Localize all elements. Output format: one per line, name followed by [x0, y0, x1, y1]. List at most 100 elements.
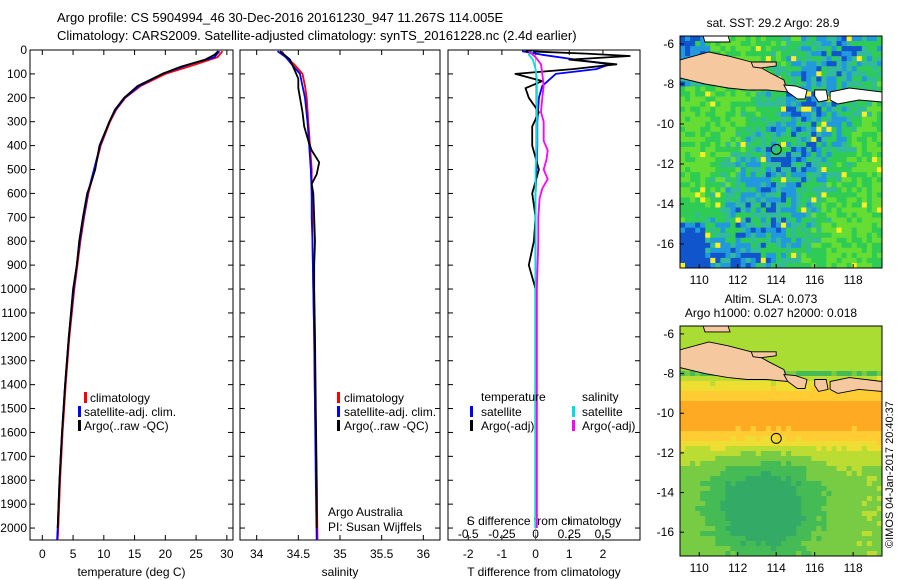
map-cell [750, 121, 757, 128]
map-cell [745, 227, 752, 234]
map-cell [765, 51, 772, 57]
map-cell [695, 257, 701, 264]
map-cell [695, 331, 701, 337]
map-cell [755, 247, 762, 254]
map-cell [856, 451, 863, 457]
map-cell [720, 536, 726, 542]
map-cell [735, 456, 742, 462]
map-cell [846, 326, 853, 332]
map-cell [831, 126, 838, 133]
map-cell [725, 416, 731, 422]
map-cell [770, 71, 777, 77]
map-cell [856, 111, 863, 118]
map-cell [680, 381, 686, 387]
map-cell [791, 386, 797, 392]
map-cell [861, 356, 868, 362]
map-cell [846, 401, 853, 407]
map-cell [775, 381, 782, 387]
map-cell [861, 426, 868, 432]
temperature-legend: climatology satellite-adj. clim. Argo(..… [78, 391, 176, 433]
map-cell [740, 106, 747, 113]
map-cell [725, 461, 731, 467]
map-cell [786, 232, 792, 239]
map-cell [715, 252, 721, 259]
map-cell [786, 217, 792, 224]
map-cell [846, 237, 853, 244]
map-cell [705, 541, 711, 547]
map-cell [841, 451, 848, 457]
map-cell [846, 371, 853, 377]
map-cell [811, 441, 817, 447]
map-cell [760, 242, 767, 249]
map-cell [705, 401, 711, 407]
map-cell [745, 436, 752, 442]
map-cell [816, 501, 822, 507]
map-cell [866, 411, 873, 417]
map-cell [755, 257, 762, 264]
legend-label-t-argo: Argo(-adj) [481, 419, 534, 433]
map-cell [851, 431, 858, 437]
map-cell [775, 242, 782, 249]
map-cell [775, 207, 782, 214]
map-cell [811, 546, 817, 552]
map-cell [871, 192, 878, 198]
map-cell [831, 61, 838, 67]
map-cell [861, 182, 868, 188]
map-cell [876, 172, 882, 178]
map-cell [750, 252, 757, 259]
map-cell [851, 506, 858, 512]
map-cell [705, 232, 711, 239]
map-cell [786, 516, 792, 522]
map-cell [811, 411, 817, 417]
map-cell [680, 202, 686, 208]
map-cell [735, 466, 742, 472]
series-line-argo-raw-qc- [279, 50, 321, 528]
map-cell [760, 446, 767, 452]
map-cell [806, 536, 812, 542]
map-cell [720, 212, 726, 219]
map-cell [760, 486, 767, 492]
map-cell [690, 212, 696, 219]
map-cell [781, 516, 787, 522]
map-cell [715, 217, 721, 224]
map-cell [866, 202, 873, 208]
map-cell [791, 157, 797, 163]
map-cell [720, 51, 726, 57]
map-cell [796, 536, 802, 542]
map-cell [861, 197, 868, 203]
map-cell [720, 496, 726, 502]
map-cell [871, 446, 878, 452]
map-cell [770, 531, 777, 537]
map-cell [821, 426, 827, 432]
map-cell [796, 56, 802, 62]
map-cell [775, 136, 782, 143]
map-cell [836, 81, 843, 87]
map-cell [846, 466, 853, 472]
map-cell [690, 546, 696, 552]
map-cell [685, 436, 691, 442]
map-cell [680, 146, 686, 153]
map-cell [710, 46, 716, 52]
map-cell [700, 446, 706, 452]
map-cell [786, 51, 792, 57]
map-cell [811, 126, 817, 133]
map-cell [821, 536, 827, 542]
map-cell [826, 222, 832, 229]
map-cell [831, 152, 838, 158]
map-cell [680, 386, 686, 392]
map-cell [811, 56, 817, 62]
map-cell [861, 152, 868, 158]
map-cell [801, 136, 807, 143]
map-cell [861, 86, 868, 92]
map-cell [745, 136, 752, 143]
map-cell [876, 421, 882, 427]
map-x-tick-label: 114 [767, 273, 786, 287]
map-cell [811, 356, 817, 362]
map-cell [720, 451, 726, 457]
map-cell [730, 501, 737, 507]
map-cell [816, 157, 822, 163]
map-cell [750, 531, 757, 537]
map-cell [740, 131, 747, 138]
map-cell [715, 96, 721, 103]
map-cell [695, 526, 701, 532]
